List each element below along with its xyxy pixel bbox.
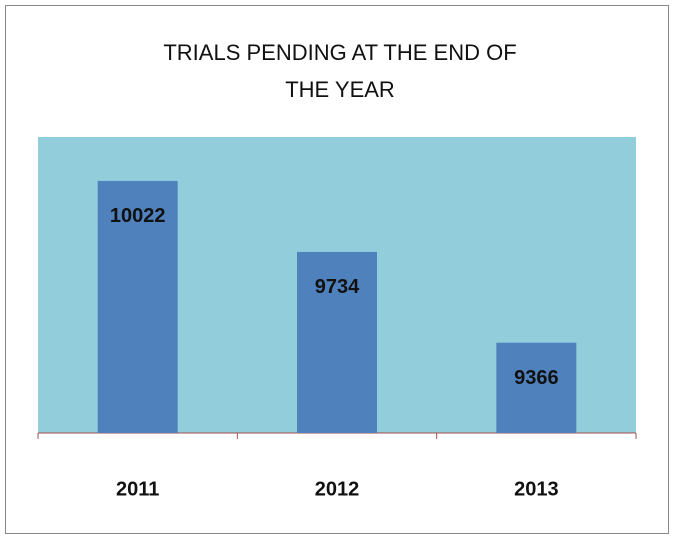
bar (496, 342, 577, 433)
x-tick-label: 2012 (315, 478, 360, 500)
bar (297, 251, 377, 433)
value-label: 10022 (110, 205, 166, 227)
bar (97, 180, 178, 433)
chart-frame (5, 5, 669, 534)
value-label: 9366 (514, 367, 559, 389)
x-tick-label: 2011 (116, 478, 159, 500)
value-label: 9734 (315, 276, 360, 298)
x-tick-label: 2013 (514, 478, 559, 500)
chart-title: TRIALS PENDING AT THE END OF THE YEAR (163, 40, 517, 102)
